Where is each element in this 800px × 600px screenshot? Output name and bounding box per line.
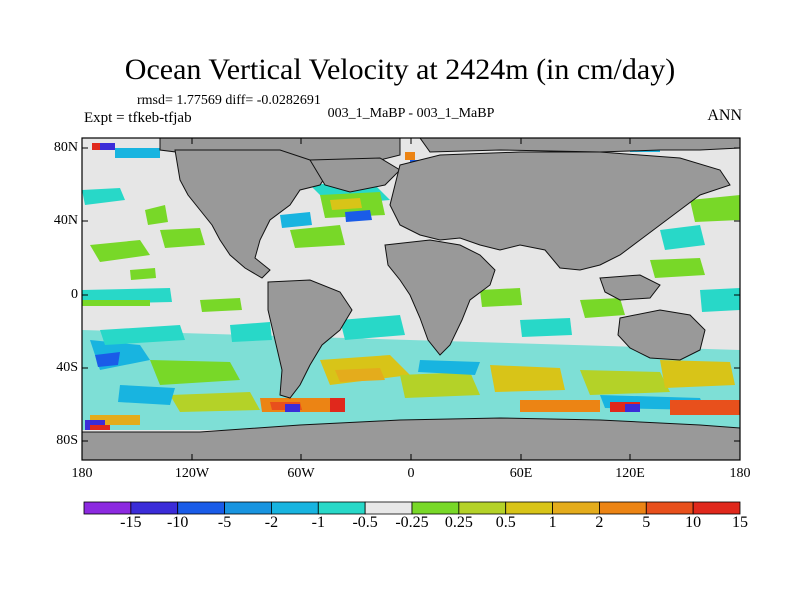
arctic-land-east <box>419 138 740 153</box>
colorbar-label: 10 <box>685 514 702 531</box>
colorbar-label: -10 <box>167 514 189 531</box>
velocity-patches <box>82 143 740 430</box>
patch <box>90 240 150 262</box>
map-field <box>82 138 740 460</box>
lon-label-120e: 120E <box>615 466 645 481</box>
patch <box>625 404 640 412</box>
patch <box>418 360 480 375</box>
patch <box>330 198 362 210</box>
patch <box>660 360 735 388</box>
case-label: 003_1_MaBP - 003_1_MaBP <box>327 106 495 121</box>
colorbar-label: -0.5 <box>352 514 378 531</box>
africa <box>384 239 496 356</box>
season-label: ANN <box>707 107 742 124</box>
patch <box>345 210 372 222</box>
patch <box>330 398 345 412</box>
patch <box>200 298 242 312</box>
patch <box>520 318 572 337</box>
patch <box>405 152 415 160</box>
australia <box>617 309 706 361</box>
patch <box>118 385 175 405</box>
chart-title: Ocean Vertical Velocity at 2424m (in cm/… <box>124 53 676 86</box>
patch <box>100 143 115 150</box>
lat-label-40s: 40S <box>56 360 78 375</box>
colorbar-label: 15 <box>732 514 748 531</box>
colorbar-label: -15 <box>120 514 142 531</box>
patch <box>400 372 480 398</box>
lon-label-60w: 60W <box>287 466 315 481</box>
lat-label-80s: 80S <box>56 433 78 448</box>
patch <box>580 370 670 395</box>
colorbar-label: 1 <box>548 514 557 531</box>
eurasia <box>389 151 731 271</box>
patch <box>230 322 272 342</box>
patch <box>520 400 600 412</box>
patch <box>285 404 300 412</box>
patch <box>82 188 125 205</box>
colorbar-label: 2 <box>595 514 604 531</box>
lat-label-80n: 80N <box>53 140 78 155</box>
lon-label-180w: 180 <box>71 466 93 481</box>
patch <box>335 368 385 382</box>
patch <box>480 288 522 307</box>
patch <box>690 195 740 222</box>
patch <box>90 425 110 430</box>
patch <box>650 258 705 278</box>
colorbar-label: -0.25 <box>395 514 429 531</box>
lon-label-180e: 180 <box>729 466 751 481</box>
patch <box>92 143 100 150</box>
colorbar-label: 0.25 <box>444 514 473 531</box>
colorbar-label: 5 <box>642 514 651 531</box>
colorbar-label: -1 <box>311 514 325 531</box>
patch <box>170 392 260 412</box>
rmsd-diff-stats: rmsd= 1.77569 diff= -0.0282691 <box>137 93 321 108</box>
maritime-continent <box>599 274 661 301</box>
lat-label-0: 0 <box>71 287 78 302</box>
patch <box>580 298 625 318</box>
patch <box>660 225 705 250</box>
patch <box>670 400 740 415</box>
patch <box>160 228 205 248</box>
patch <box>490 365 565 392</box>
patch <box>700 288 740 312</box>
land-masses <box>82 138 740 460</box>
lon-ticks <box>81 138 741 460</box>
patch <box>100 325 185 345</box>
lat-label-40n: 40N <box>53 213 78 228</box>
patch <box>150 360 240 385</box>
patch <box>82 300 150 306</box>
lon-label-120w: 120W <box>174 466 210 481</box>
lat-ticks <box>82 147 740 442</box>
colorbar-label: -5 <box>217 514 232 531</box>
antarctica <box>82 417 740 460</box>
patch <box>145 205 168 225</box>
greenland <box>309 157 401 193</box>
patch <box>130 268 156 280</box>
patch <box>95 352 120 367</box>
patch <box>115 148 160 158</box>
patch <box>280 212 312 228</box>
patch <box>290 225 345 248</box>
patch <box>340 315 405 340</box>
lon-label-60e: 60E <box>509 466 533 481</box>
experiment-label: Expt = tfkeb-tfjab <box>84 110 192 126</box>
colorbar-label: -2 <box>264 514 279 531</box>
south-america <box>267 279 353 399</box>
colorbar-label: 0.5 <box>495 514 516 531</box>
lon-label-0: 0 <box>407 466 415 481</box>
